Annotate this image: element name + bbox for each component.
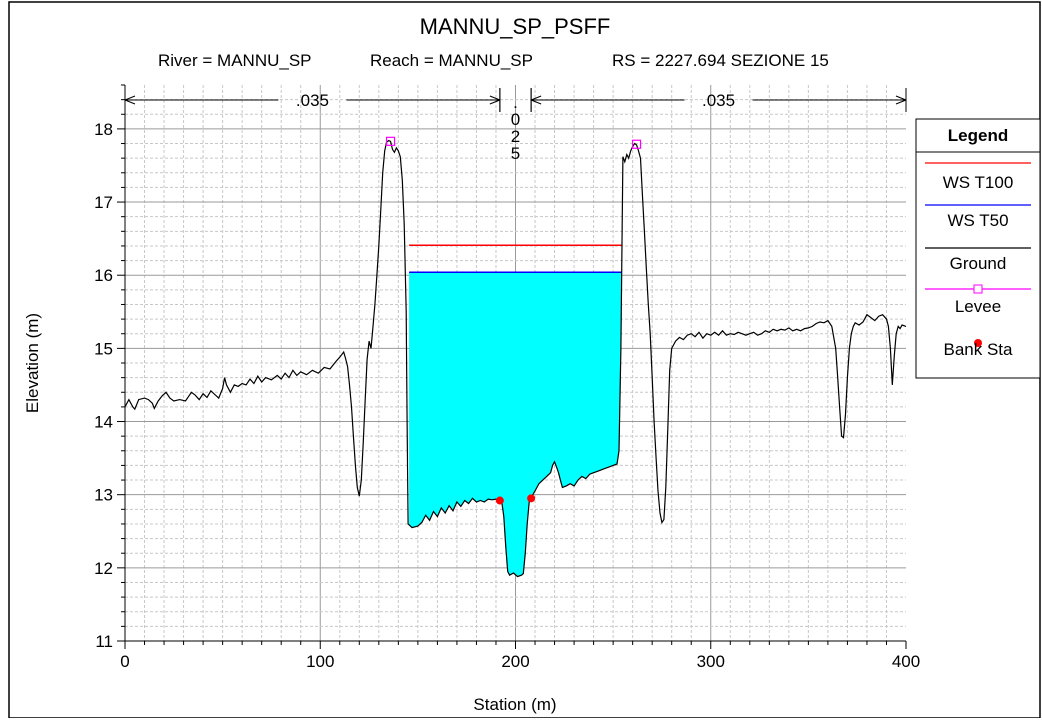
legend-label: WS T100 [943, 173, 1014, 192]
subtitle-rs: RS = 2227.694 SEZIONE 15 [612, 51, 829, 70]
water-fill-layer [409, 252, 622, 577]
y-ticks: 11 12 13 14 15 16 17 18 [94, 84, 125, 651]
manning-arrow-head [895, 95, 907, 105]
manning-arrow-head [489, 95, 501, 105]
bank-station-marker [495, 496, 504, 505]
y-tick-label: 14 [94, 413, 113, 432]
legend-items: WS T100 WS T50 Ground Levee Bank Sta [925, 162, 1031, 359]
legend-swatch-levee [973, 284, 983, 294]
manning-label-vertical: 2 [511, 127, 520, 146]
legend-swatch-bank-sta [974, 339, 982, 347]
manning-label: .035 [702, 91, 735, 110]
y-tick-label: 11 [95, 632, 113, 651]
legend: Legend WS T100 WS T50 Ground Levee Bank Sta [915, 118, 1041, 379]
subtitle-river: River = MANNU_SP [158, 51, 312, 70]
manning-label-vertical: 5 [511, 144, 520, 163]
y-tick-label: 17 [94, 193, 113, 212]
marker-layer [385, 136, 642, 505]
manning-label: .035 [296, 91, 329, 110]
manning-label-vertical: 0 [511, 110, 520, 129]
y-tick-label: 18 [94, 120, 113, 139]
manning-n-annotations: .035.025 .035 [124, 88, 907, 163]
y-tick-label: 15 [94, 339, 113, 358]
y-tick-label: 13 [94, 486, 113, 505]
levee-marker [385, 136, 396, 146]
subtitle-reach: Reach = MANNU_SP [370, 51, 533, 70]
manning-label-vertical: . [513, 93, 518, 112]
bank-station-marker [527, 494, 536, 503]
x-tick-label: 0 [120, 652, 129, 671]
legend-label: WS T50 [947, 211, 1008, 230]
levee-marker [631, 139, 642, 149]
y-tick-label: 12 [94, 559, 113, 578]
water-fill-ws-t50 [409, 252, 622, 577]
y-axis-label: Elevation (m) [23, 313, 42, 413]
legend-label: Levee [955, 297, 1001, 316]
manning-arrow-head [124, 95, 136, 105]
chart-title: MANNU_SP_PSFF [420, 14, 611, 39]
legend-title: Legend [948, 126, 1008, 145]
x-ticks: 0 100 200 300 400 [120, 641, 920, 671]
x-tick-label: 100 [306, 652, 334, 671]
water-surface-layer [409, 244, 622, 274]
legend-label: Ground [950, 254, 1007, 273]
x-tick-label: 300 [697, 652, 725, 671]
y-tick-label: 16 [94, 266, 113, 285]
x-tick-label: 400 [892, 652, 920, 671]
x-axis-label: Station (m) [473, 695, 556, 714]
legend-label: Bank Sta [944, 340, 1014, 359]
x-tick-label: 200 [501, 652, 529, 671]
manning-arrow-head [530, 95, 542, 105]
